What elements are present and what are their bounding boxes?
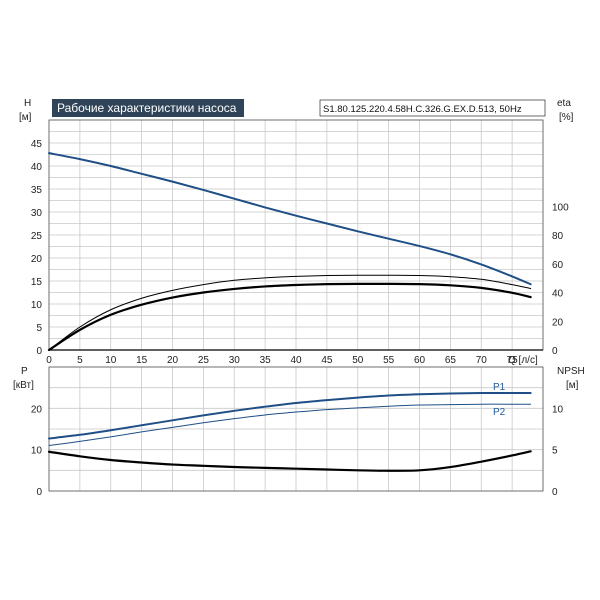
x-axis-label: Q [л/с]	[508, 355, 538, 366]
bottom-right-y-tick-label: 0	[552, 487, 558, 498]
x-tick-label: 5	[77, 355, 83, 366]
x-tick-label: 20	[167, 355, 179, 366]
x-tick-label: 15	[136, 355, 148, 366]
top-right-y-tick-label: 40	[552, 289, 564, 300]
top-panel-curves	[47, 152, 532, 352]
top-curve-2	[47, 282, 532, 352]
top-left-y-tick-label: 15	[31, 277, 43, 288]
bottom-left-y-tick-label: 20	[31, 404, 43, 415]
x-tick-label: 60	[414, 355, 426, 366]
top-left-y-tick-label: 35	[31, 185, 43, 196]
top-right-y-tick-label: 20	[552, 317, 564, 328]
bottom-right-y-tick-label: 10	[552, 404, 564, 415]
top-left-y-tick-label: 10	[31, 300, 43, 311]
bottom-right-axis-label-symbol: NPSH	[557, 366, 585, 377]
x-tick-label: 30	[229, 355, 241, 366]
bottom-panel-grid	[48, 366, 544, 492]
x-tick-label: 75	[507, 355, 519, 366]
top-left-y-tick-label: 20	[31, 254, 43, 265]
top-left-y-tick-label: 0	[36, 346, 42, 357]
x-tick-label: 70	[476, 355, 488, 366]
x-tick-label: 10	[105, 355, 117, 366]
top-left-y-tick-label: 25	[31, 231, 43, 242]
bottom-panel-frame	[48, 366, 544, 492]
x-tick-label: 55	[383, 355, 395, 366]
chart-title: Рабочие характеристики насоса	[57, 101, 237, 115]
top-right-y-tick-label: 0	[552, 346, 558, 357]
top-left-axis-label-unit: [м]	[19, 112, 32, 123]
tick-labels: 0 5 10 15 20 25 30 35 40 45 50 55 60 65 70 750510152025…	[31, 139, 569, 498]
bottom-left-y-tick-label: 0	[36, 487, 42, 498]
x-tick-label: 35	[260, 355, 272, 366]
top-left-y-tick-label: 40	[31, 162, 43, 173]
bottom-left-axis-label-symbol: P	[21, 366, 28, 377]
bottom-curve-2	[47, 450, 532, 472]
top-left-y-tick-label: 30	[31, 208, 43, 219]
top-right-y-tick-label: 80	[552, 231, 564, 242]
bottom-curve-p2	[48, 403, 532, 447]
model-label: S1.80.125.220.4.58H.C.326.G.EX.D.513, 50…	[323, 104, 522, 115]
model-box	[319, 99, 546, 117]
x-tick-label: 65	[445, 355, 457, 366]
x-tick-label: 40	[290, 355, 302, 366]
chart-title-background	[52, 99, 244, 117]
legend-p2: P2	[493, 407, 506, 418]
top-right-y-tick-label: 100	[552, 202, 569, 213]
bottom-left-axis-label-unit: [кВт]	[13, 380, 34, 391]
top-panel-grid	[48, 119, 544, 351]
legend-p1: P1	[493, 382, 506, 393]
top-right-y-tick-label: 60	[552, 260, 564, 271]
bottom-curve-p1	[48, 392, 532, 440]
top-curve-1	[48, 274, 532, 351]
bottom-right-y-tick-label: 5	[552, 446, 558, 457]
top-left-y-tick-label: 5	[36, 323, 42, 334]
top-left-y-tick-label: 45	[31, 139, 43, 150]
top-right-axis-label-symbol: eta	[557, 98, 571, 109]
x-tick-label: 0	[46, 355, 52, 366]
x-tick-label: 45	[321, 355, 333, 366]
x-tick-label: 25	[198, 355, 210, 366]
bottom-left-y-tick-label: 10	[31, 446, 43, 457]
x-tick-label: 50	[352, 355, 364, 366]
bottom-right-axis-label-unit: [м]	[566, 380, 579, 391]
bottom-panel-curves	[47, 392, 532, 472]
top-left-axis-label-symbol: H	[24, 98, 31, 109]
top-right-axis-label-unit: [%]	[559, 112, 574, 123]
top-curve-0	[48, 152, 532, 286]
